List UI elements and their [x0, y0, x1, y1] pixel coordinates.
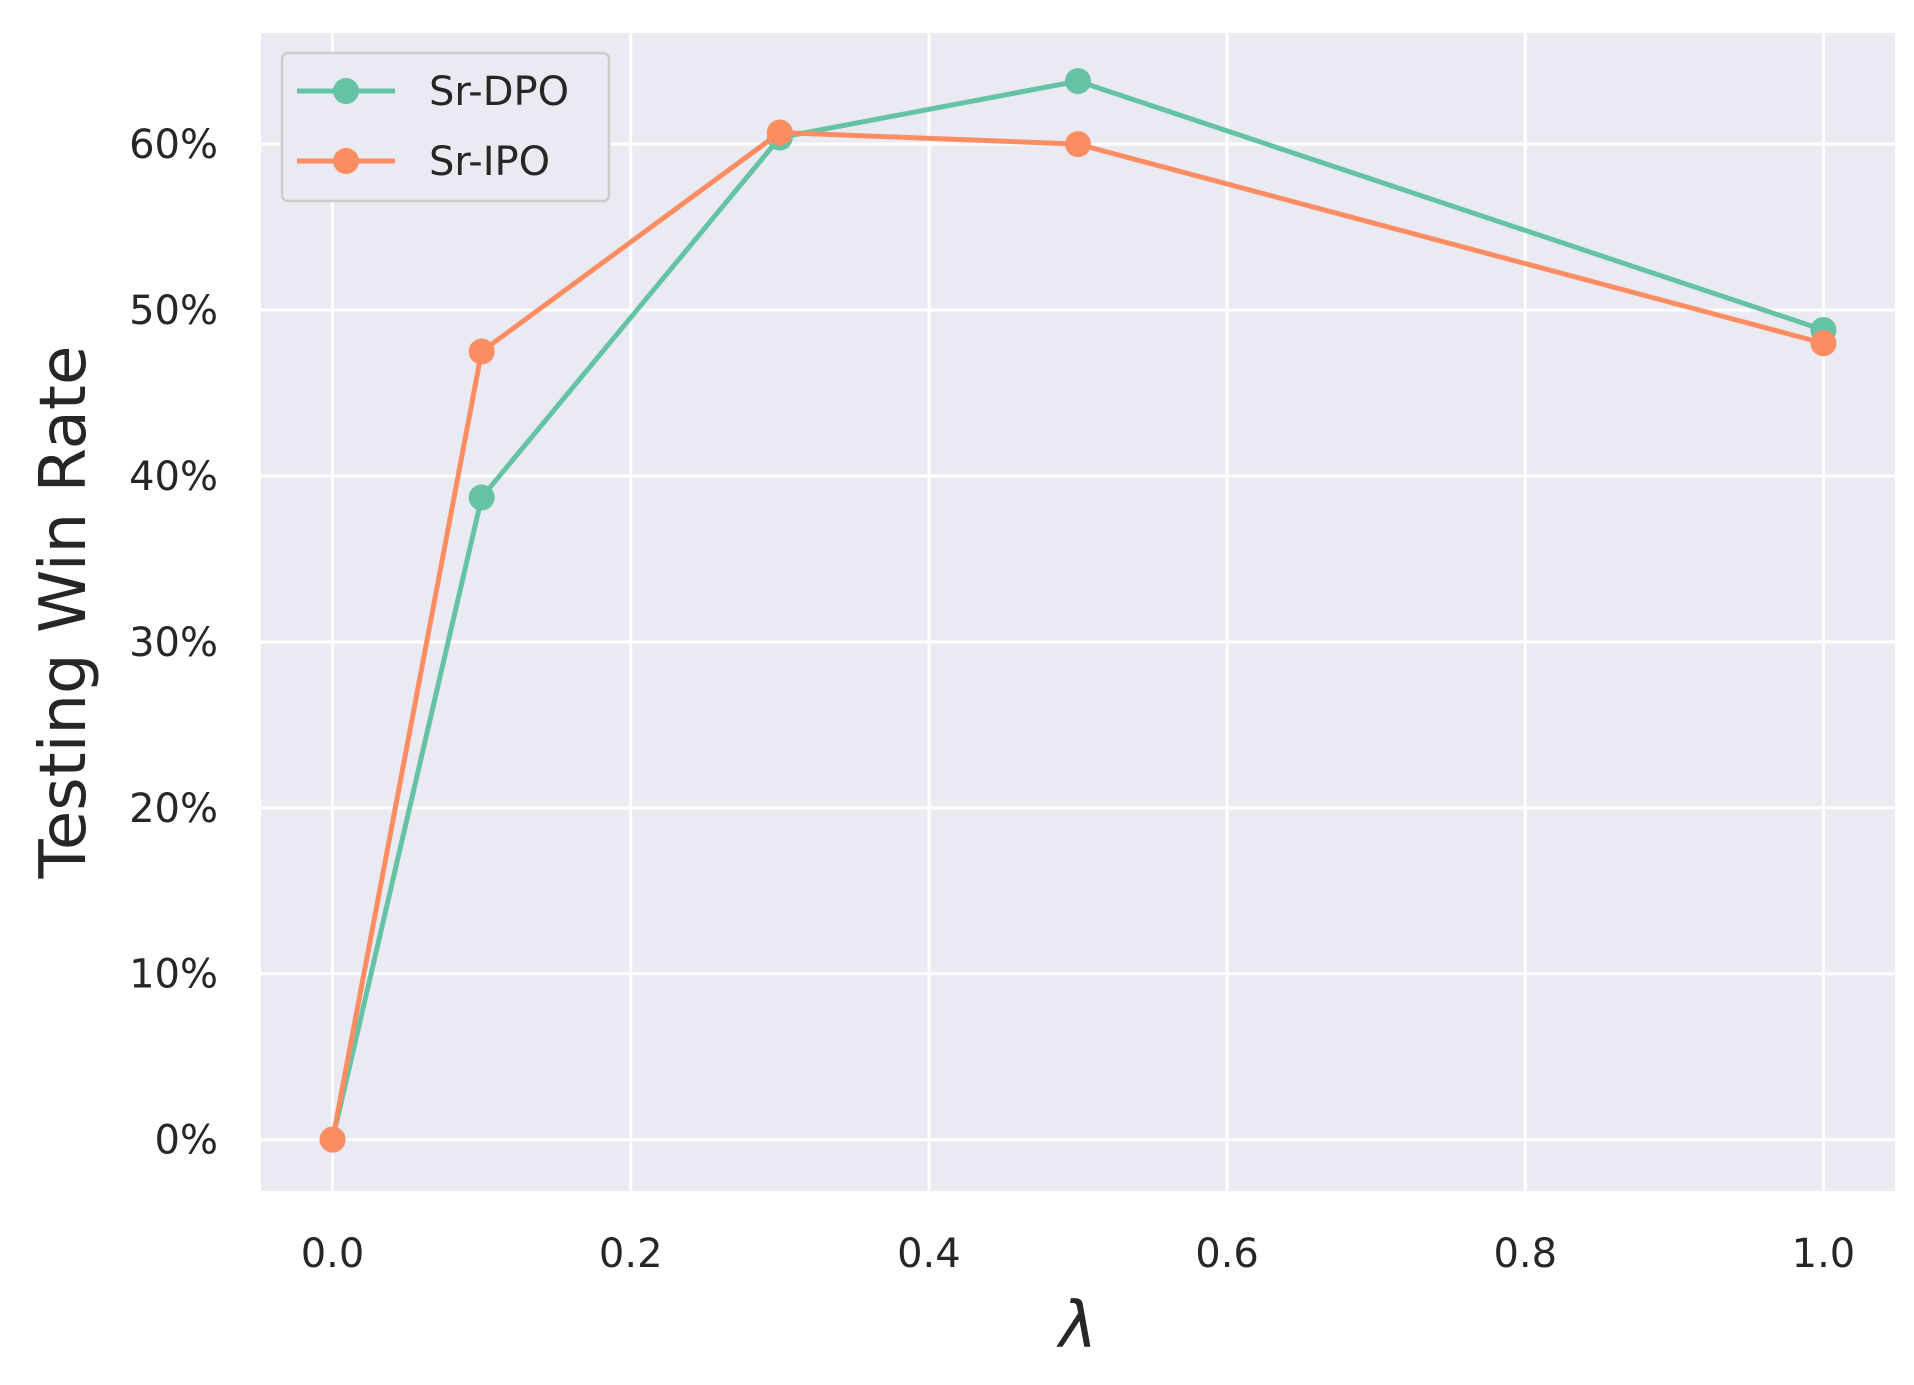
- x-tick-label: 1.0: [1792, 1231, 1856, 1277]
- legend: Sr-DPO Sr-IPO: [280, 51, 611, 203]
- series-layer: [319, 68, 1837, 1153]
- legend-label: Sr-IPO: [429, 139, 550, 185]
- x-tick-labels: 0.0 0.2 0.4 0.6 0.8 1.0: [301, 1231, 1856, 1277]
- x-tick-label: 0.4: [897, 1231, 961, 1277]
- y-tick-label: 50%: [129, 288, 218, 334]
- x-tick-label: 0.8: [1493, 1231, 1557, 1277]
- y-tick-label: 60%: [129, 122, 218, 168]
- data-point: [1065, 68, 1091, 95]
- legend-marker: [333, 78, 359, 104]
- legend-marker: [333, 148, 359, 174]
- series-sr-ipo: [319, 119, 1837, 1153]
- x-tick-label: 0.0: [301, 1231, 365, 1277]
- legend-item: Sr-IPO: [297, 139, 550, 185]
- y-tick-label: 40%: [129, 454, 218, 500]
- x-axis-label: λ: [1056, 1289, 1097, 1363]
- x-tick-label: 0.6: [1195, 1231, 1259, 1277]
- data-point: [1065, 131, 1091, 158]
- data-point: [1810, 330, 1837, 357]
- data-point: [319, 1126, 346, 1153]
- y-tick-labels: 0% 10% 20% 30% 40% 50% 60%: [129, 122, 218, 1163]
- y-tick-label: 10%: [129, 952, 218, 998]
- legend-item: Sr-DPO: [297, 69, 569, 115]
- data-point: [468, 484, 495, 511]
- legend-label: Sr-DPO: [429, 69, 569, 115]
- data-point: [468, 338, 495, 365]
- y-tick-label: 30%: [129, 620, 218, 666]
- y-axis-label: Testing Win Rate: [27, 346, 101, 880]
- x-tick-label: 0.2: [599, 1231, 663, 1277]
- data-point: [766, 119, 793, 146]
- y-tick-label: 20%: [129, 786, 218, 832]
- y-tick-label: 0%: [155, 1118, 218, 1164]
- plot-area: [261, 33, 1895, 1191]
